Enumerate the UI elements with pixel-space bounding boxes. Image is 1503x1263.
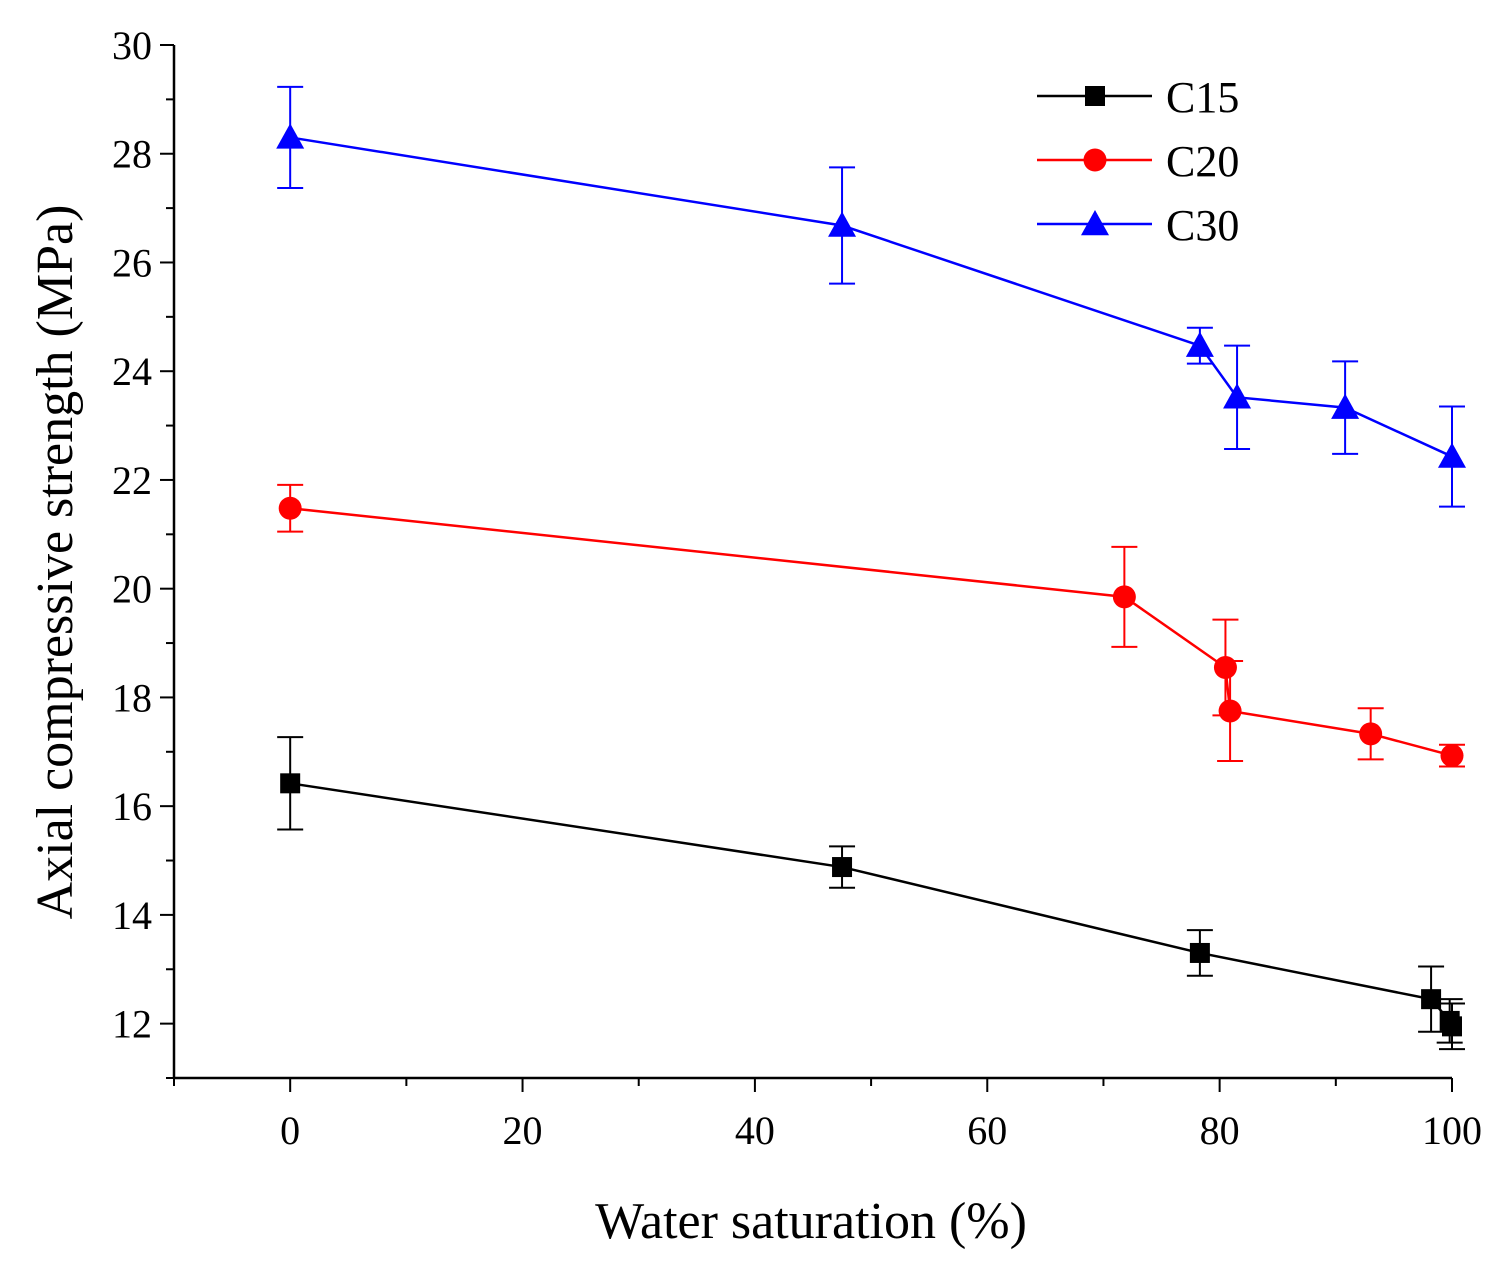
legend-label: C30 xyxy=(1166,201,1239,250)
series-c20 xyxy=(277,483,1465,768)
data-point xyxy=(828,211,857,237)
y-tick-label: 16 xyxy=(112,784,152,829)
series-line xyxy=(290,506,1453,757)
legend-item-c30: C30 xyxy=(1037,201,1239,250)
data-point xyxy=(1112,585,1136,609)
data-point xyxy=(1438,442,1466,468)
y-tick-label: 12 xyxy=(112,1002,152,1047)
data-point xyxy=(1359,722,1383,746)
series-line xyxy=(289,136,1453,458)
data-point xyxy=(832,857,853,878)
y-tick-label: 22 xyxy=(112,458,152,503)
y-tick-label: 14 xyxy=(112,893,152,938)
data-point xyxy=(276,123,305,149)
legend-item-c20: C20 xyxy=(1037,137,1239,186)
series-line xyxy=(289,782,1454,1027)
data-point xyxy=(1223,383,1252,409)
y-tick-label: 20 xyxy=(112,567,152,612)
legend-marker xyxy=(1081,210,1109,236)
y-tick-label: 24 xyxy=(112,349,152,394)
series-layer xyxy=(276,85,1466,1051)
legend: C15 C20 C30 xyxy=(1037,73,1239,250)
data-point xyxy=(1213,656,1237,680)
data-point xyxy=(1421,989,1442,1010)
y-tick-label: 30 xyxy=(112,23,152,68)
data-point xyxy=(1218,699,1242,723)
x-tick-label: 20 xyxy=(503,1108,543,1153)
x-tick-label: 80 xyxy=(1200,1108,1240,1153)
data-point xyxy=(1185,331,1214,357)
data-point xyxy=(1440,744,1464,768)
data-point xyxy=(1331,393,1360,419)
y-tick-label: 26 xyxy=(112,240,152,285)
legend-marker xyxy=(1083,148,1107,172)
data-point xyxy=(1189,942,1210,963)
legend-label: C15 xyxy=(1166,73,1239,122)
series-c30 xyxy=(276,85,1466,508)
y-tick-label: 18 xyxy=(112,675,152,720)
legend-item-c15: C15 xyxy=(1037,73,1239,122)
legend-marker xyxy=(1085,86,1105,106)
data-point xyxy=(278,496,302,520)
legend-label: C20 xyxy=(1166,137,1239,186)
ticks: 0 20 40 60 80 100 12 14 16 18 20 22 24 26 28 30 xyxy=(112,23,1482,1153)
axes xyxy=(172,45,1452,1080)
y-tick-label: 28 xyxy=(112,132,152,177)
data-point xyxy=(280,773,301,794)
x-tick-label: 100 xyxy=(1422,1108,1482,1153)
data-point xyxy=(1442,1016,1462,1037)
x-tick-label: 0 xyxy=(280,1108,300,1153)
x-axis-label: Water saturation (%) xyxy=(595,1193,1027,1250)
series-c15 xyxy=(277,736,1465,1051)
x-tick-label: 40 xyxy=(735,1108,775,1153)
y-axis-label: Axial compressive strength (MPa) xyxy=(27,205,84,920)
x-tick-label: 60 xyxy=(967,1108,1007,1153)
